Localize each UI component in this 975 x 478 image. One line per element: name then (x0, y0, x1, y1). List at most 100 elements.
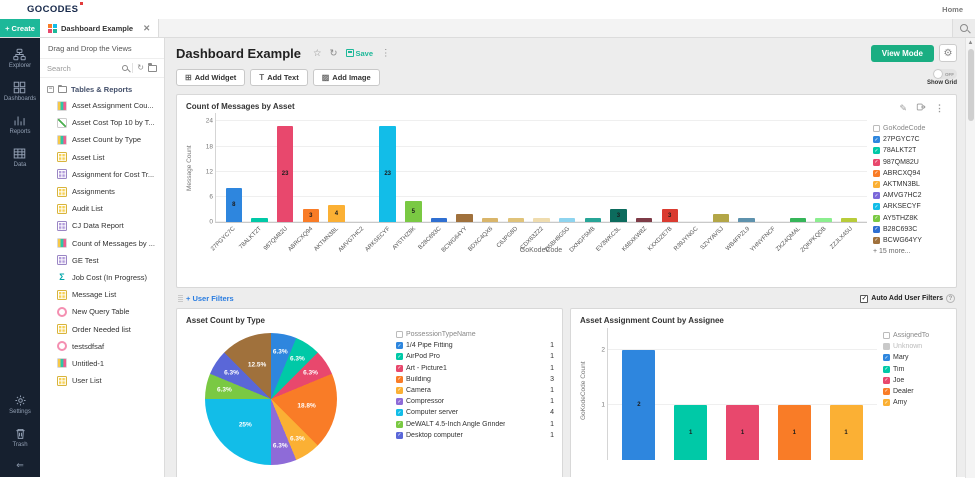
add-user-filters-button[interactable]: + User Filters (178, 294, 234, 303)
tree-item[interactable]: Message List (40, 286, 164, 303)
bar-BDXC4QX6[interactable] (482, 217, 499, 222)
sidebar-item-data[interactable]: Data (4, 147, 36, 168)
tree-item[interactable]: CJ Data Report (40, 217, 164, 234)
tree-item[interactable]: Count of Messages by ... (40, 235, 164, 252)
legend-item-Tim[interactable]: ✓ Tim (883, 365, 905, 373)
legend-checkbox[interactable]: ✓ (873, 147, 880, 155)
tree-item[interactable]: Asset Assignment Cou... (40, 97, 164, 114)
legend-item-Computer server[interactable]: ✓ Computer server 4 (396, 409, 554, 417)
legend-item-Amy[interactable]: ✓ Amy (883, 399, 907, 407)
legend-checkbox[interactable]: ✓ (396, 342, 403, 350)
help-icon[interactable]: ? (946, 294, 955, 303)
legend-item-Art - Picture1[interactable]: ✓ Art - Picture1 1 (396, 364, 554, 372)
legend-checkbox[interactable]: ✓ (873, 169, 880, 177)
add-image-button[interactable]: ▨ Add Image (312, 69, 380, 86)
legend-checkbox[interactable]: ✓ (873, 192, 880, 200)
legend-item-AKTMN3BL[interactable]: ✓ AKTMN3BL (873, 180, 920, 188)
tree-item[interactable]: testsdfsaf (40, 338, 164, 355)
legend-item-987QM82U[interactable]: ✓ 987QM82U (873, 158, 919, 166)
kebab-menu-icon[interactable]: ⋮ (935, 102, 944, 113)
legend-checkbox[interactable]: ✓ (873, 203, 880, 211)
legend-checkbox[interactable]: ✓ (883, 354, 890, 362)
tree-item[interactable]: New Query Table (40, 303, 164, 320)
legend-checkbox[interactable]: ✓ (396, 353, 403, 361)
legend-item-BCWG64YY[interactable]: ✓ BCWG64YY (873, 236, 922, 244)
tree-item[interactable]: Σ Job Cost (In Progress) (40, 269, 164, 286)
tree-item[interactable]: Assignments (40, 183, 164, 200)
tree-item[interactable]: GE Test (40, 252, 164, 269)
legend-checkbox[interactable]: ✓ (396, 431, 403, 439)
bar-KXXDZE7B[interactable]: 3 (661, 209, 678, 222)
global-search-button[interactable] (952, 19, 975, 37)
legend-item-DeWALT 4.5-Inch Angle Grinder[interactable]: ✓ DeWALT 4.5-Inch Angle Grinder 1 (396, 420, 554, 428)
legend-checkbox[interactable]: ✓ (883, 376, 890, 384)
legend-checkbox[interactable]: ✓ (396, 420, 403, 428)
bar-DXNGF5MB[interactable] (584, 217, 601, 222)
tree-item[interactable]: Audit List (40, 200, 164, 217)
sidebar-item-explorer[interactable]: Explorer (4, 48, 36, 69)
bar-CDX63Z22[interactable] (533, 217, 550, 222)
legend-checkbox[interactable]: ✓ (883, 365, 890, 373)
sidebar-item-trash[interactable]: Trash (9, 427, 31, 448)
bar-Dealer[interactable]: 1 (777, 405, 811, 460)
bar-ZZJLX45U[interactable] (840, 217, 858, 222)
legend-checkbox[interactable]: ✓ (396, 409, 403, 417)
tree-item[interactable]: User List (40, 372, 164, 389)
legend-checkbox[interactable] (883, 343, 890, 351)
sidebar-item-settings[interactable]: Settings (9, 394, 31, 415)
tree-item[interactable]: Assignment for Cost Tr... (40, 166, 164, 183)
bar-SZVYAVSJ[interactable] (712, 213, 730, 222)
legend-header[interactable]: AssignedTo (883, 332, 947, 339)
settings-gear-button[interactable]: ⚙ (939, 44, 957, 62)
bar-AKTMN3BL[interactable]: 4 (328, 205, 345, 222)
legend-item-27PGYC7C[interactable]: ✓ 27PGYC7C (873, 136, 920, 144)
bar-Joe[interactable]: 1 (725, 405, 760, 460)
legend-item-Desktop computer[interactable]: ✓ Desktop computer 1 (396, 431, 554, 439)
add-text-button[interactable]: T Add Text (250, 69, 308, 86)
bar-WB4FPZL9[interactable] (738, 217, 755, 222)
collapse-node-icon[interactable]: − (47, 86, 54, 93)
legend-item-Compressor[interactable]: ✓ Compressor 1 (396, 398, 554, 406)
legend-item-Camera[interactable]: ✓ Camera 1 (396, 386, 554, 394)
bar-AY5THZ8K[interactable]: 5 (405, 201, 422, 222)
legend-checkbox[interactable] (873, 125, 880, 132)
bar-Tim[interactable]: 1 (674, 405, 708, 460)
bar-C6JPG8D[interactable] (507, 217, 525, 222)
legend-checkbox[interactable]: ✓ (883, 387, 890, 395)
bar-BCWG64YY[interactable] (456, 213, 473, 222)
bar-ZKZ4QMAL[interactable] (789, 217, 807, 222)
legend-more-link[interactable]: + 15 more... (873, 248, 911, 256)
save-button[interactable]: Save (345, 49, 373, 58)
bar-Mary[interactable]: 2 (622, 350, 656, 460)
legend-checkbox[interactable]: ✓ (396, 375, 403, 383)
bar-987QM82U[interactable]: 23 (276, 125, 294, 222)
legend-checkbox[interactable]: ✓ (396, 386, 403, 394)
legend-checkbox[interactable]: ✓ (873, 214, 880, 222)
tree-item[interactable]: Asset List (40, 149, 164, 166)
bar-78ALKT2T[interactable] (251, 217, 268, 222)
legend-item-Mary[interactable]: ✓ Mary (883, 354, 909, 362)
bar-D5BH8G5G[interactable] (558, 217, 576, 222)
legend-header[interactable]: GoKodeCode (873, 125, 947, 132)
legend-item-Dealer[interactable]: ✓ Dealer (883, 387, 914, 395)
pie-graphic[interactable]: 6.3% 6.3% 6.3% 18.8% 6.3% 6.3% 25% 6.3% 6.3% 12.5… (205, 333, 337, 465)
search-input[interactable]: Search (47, 63, 71, 73)
tree-item[interactable]: Asset Cost Top 10 by T... (40, 114, 164, 131)
sidebar-item-reports[interactable]: Reports (4, 114, 36, 135)
scroll-up-arrow[interactable]: ▲ (967, 40, 974, 46)
legend-checkbox[interactable]: ✓ (873, 136, 880, 144)
bar-27PGYC7C[interactable]: 8 (225, 188, 243, 222)
legend-item-ARKSECYF[interactable]: ✓ ARKSECYF (873, 203, 921, 211)
legend-checkbox[interactable] (396, 331, 403, 338)
bar-B28C693C[interactable] (430, 217, 448, 222)
refresh-icon[interactable]: ↻ (137, 63, 144, 72)
vertical-scrollbar[interactable]: ▲ (965, 38, 975, 478)
tree-item[interactable]: Order Needed list (40, 320, 164, 337)
bar-ZQKPKQDB[interactable] (815, 217, 832, 222)
scrollbar-thumb[interactable] (968, 49, 974, 121)
show-grid-toggle[interactable]: OFF (933, 69, 957, 79)
legend-item-AirPod Pro[interactable]: ✓ AirPod Pro 1 (396, 353, 554, 361)
legend-checkbox[interactable]: ✓ (396, 398, 403, 406)
legend-item-AMVG7HC2[interactable]: ✓ AMVG7HC2 (873, 192, 922, 200)
legend-header[interactable]: PossessionTypeName (396, 331, 554, 338)
